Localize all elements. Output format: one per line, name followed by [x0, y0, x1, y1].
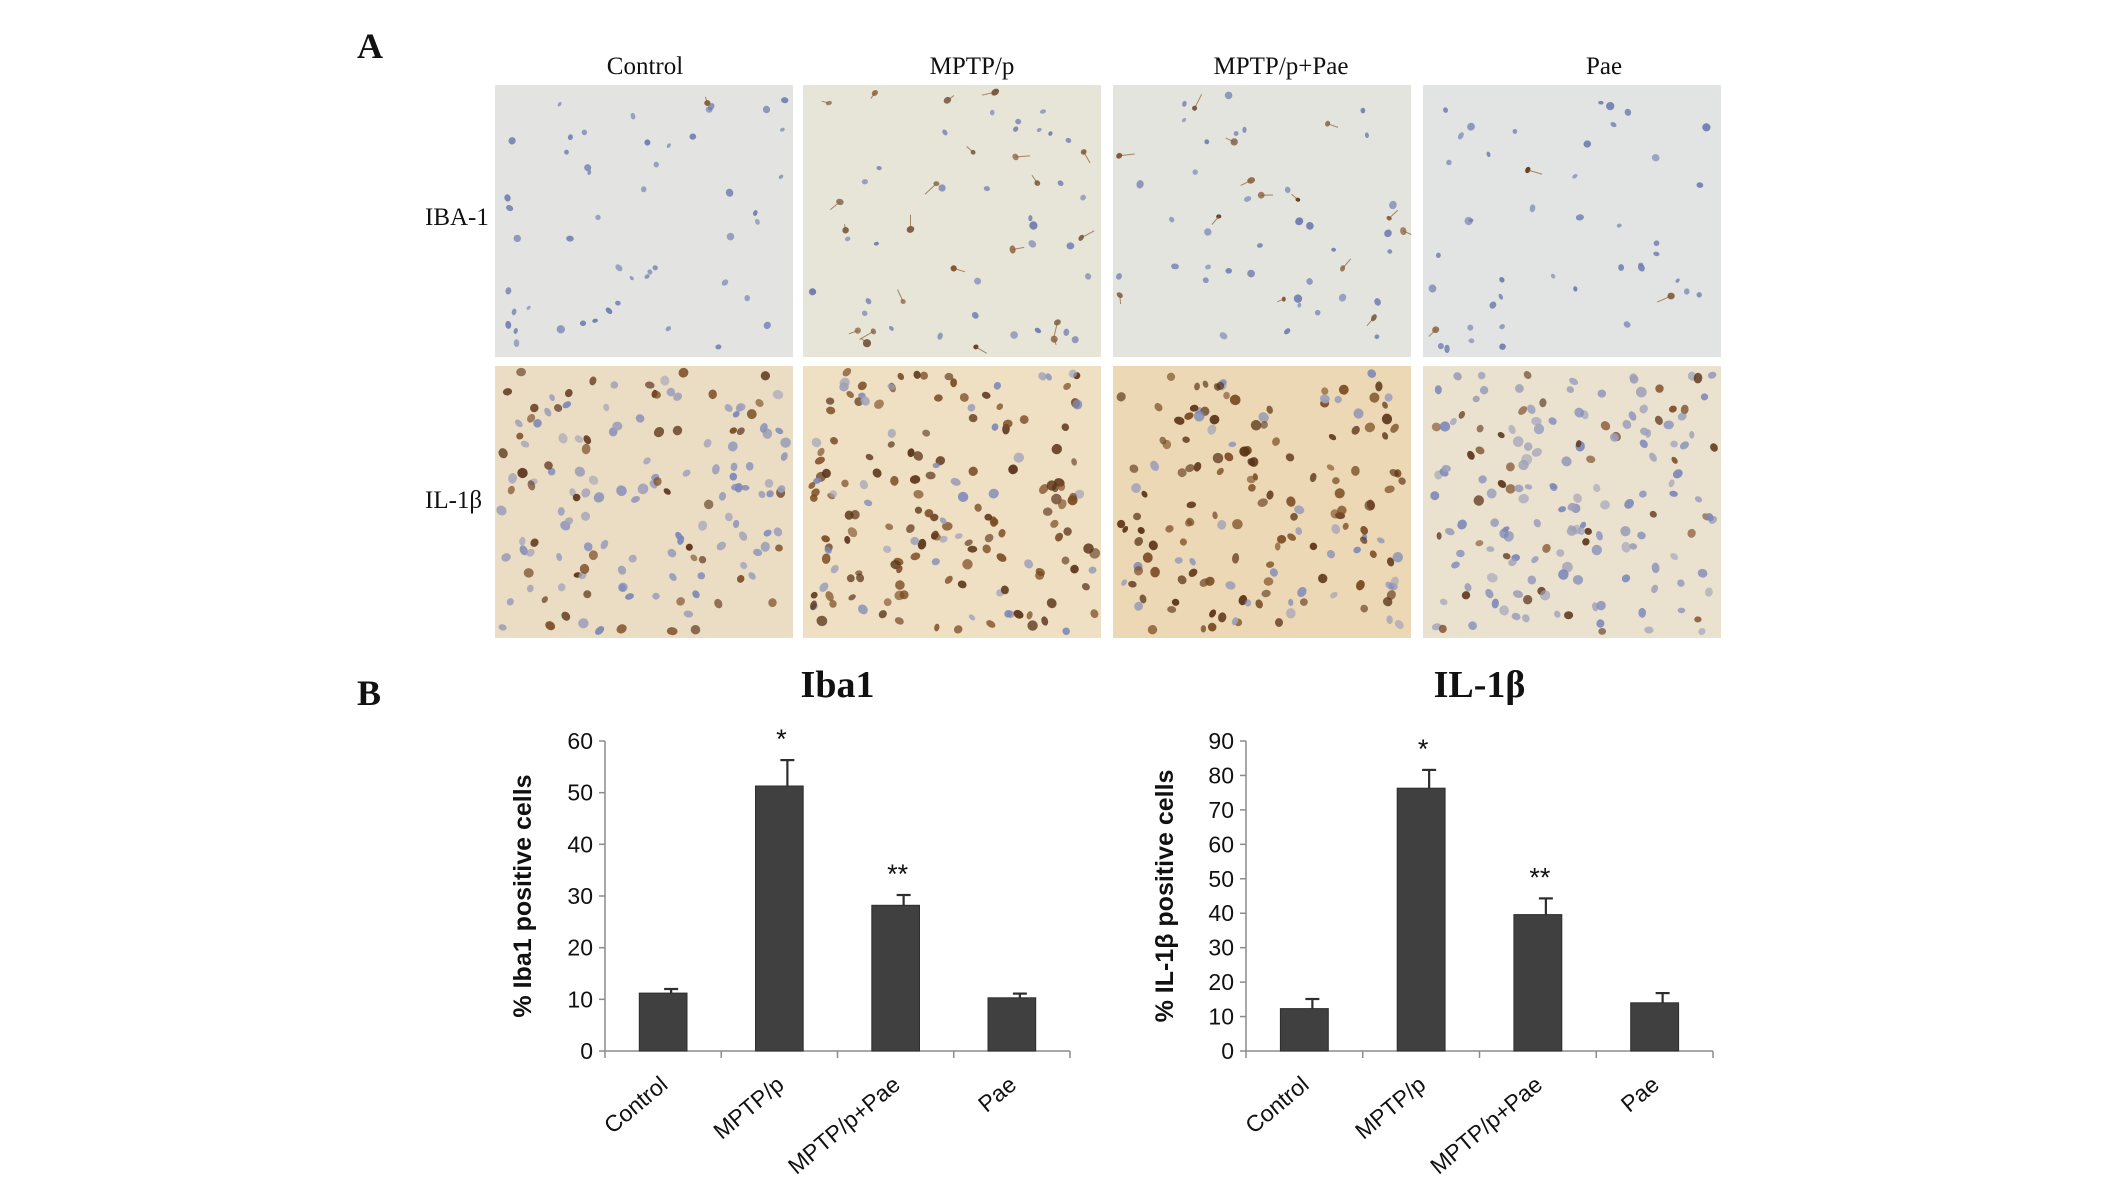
y-tick-label: 30 — [1208, 935, 1234, 961]
bar — [987, 997, 1037, 1052]
bar — [871, 904, 920, 1052]
x-tick-label: Pae — [1616, 1071, 1664, 1117]
y-tick-label: 10 — [1208, 1004, 1234, 1030]
y-tick-label: 40 — [567, 831, 593, 857]
micrograph-grid — [495, 85, 1721, 638]
micrograph-tile — [1423, 85, 1721, 357]
chart-title: Iba1 — [801, 664, 875, 706]
x-tick-label: MPTP/p+Pae — [783, 1071, 905, 1179]
micrograph-tile — [803, 366, 1101, 638]
column-header: Control — [607, 53, 683, 80]
chart-il1b: IL-1β % IL-1β positive cells 0 10 20 30 40 50 60… — [1151, 664, 1714, 1179]
panel-a-label: A — [357, 26, 383, 66]
column-header: MPTP/p — [930, 53, 1015, 80]
chart-iba1: Iba1 % Iba1 positive cells 0 10 20 30 40 50 60 Co… — [509, 664, 1071, 1179]
y-tick-label: 20 — [567, 935, 593, 961]
significance-label: * — [776, 724, 787, 754]
row-header: IBA-1 — [425, 204, 489, 231]
bar — [1630, 1002, 1680, 1052]
x-tick-label: Control — [599, 1071, 673, 1139]
y-axis-label: % Iba1 positive cells — [509, 774, 537, 1017]
micrograph-tile — [495, 366, 793, 638]
column-header: MPTP/p+Pae — [1214, 53, 1349, 80]
y-tick-label: 20 — [1208, 969, 1234, 995]
x-tick-label: MPTP/p — [708, 1071, 788, 1144]
y-tick-label: 0 — [1221, 1038, 1234, 1064]
x-tick-label: MPTP/p+Pae — [1425, 1071, 1547, 1179]
chart-title: IL-1β — [1434, 664, 1526, 706]
y-tick-label: 50 — [567, 780, 593, 806]
panel-b-label: B — [357, 673, 381, 713]
significance-label: * — [1418, 734, 1429, 764]
y-tick-label: 60 — [1208, 831, 1234, 857]
significance-label: ** — [1529, 862, 1551, 892]
y-tick-label: 90 — [1208, 728, 1234, 754]
significance-label: ** — [887, 859, 909, 889]
bar — [1396, 787, 1446, 1052]
column-header: Pae — [1586, 53, 1622, 80]
y-tick-label: 60 — [567, 728, 593, 754]
bar — [1513, 914, 1563, 1052]
y-tick-label: 0 — [580, 1038, 593, 1064]
y-tick-label: 50 — [1208, 866, 1234, 892]
y-tick-label: 40 — [1208, 900, 1234, 926]
x-tick-label: Control — [1240, 1071, 1314, 1139]
x-tick-label: MPTP/p — [1350, 1071, 1430, 1144]
y-axis-label: % IL-1β positive cells — [1151, 770, 1179, 1023]
micrograph-tile — [803, 85, 1101, 357]
bar — [1279, 1008, 1329, 1052]
row-headers: IBA-1 IL-1β — [425, 204, 489, 514]
bar — [638, 992, 688, 1052]
micrograph-tile — [1113, 85, 1412, 357]
micrograph-tile — [1423, 366, 1721, 638]
bar — [755, 785, 804, 1052]
y-tick-label: 70 — [1208, 797, 1234, 823]
column-headers: Control MPTP/p MPTP/p+Pae Pae — [607, 53, 1622, 80]
micrograph-tile — [495, 85, 793, 357]
y-tick-label: 80 — [1208, 762, 1234, 788]
y-tick-label: 10 — [567, 986, 593, 1012]
x-tick-label: Pae — [973, 1071, 1021, 1117]
row-header: IL-1β — [425, 487, 482, 514]
y-tick-label: 30 — [567, 883, 593, 909]
micrograph-tile — [1113, 366, 1411, 638]
